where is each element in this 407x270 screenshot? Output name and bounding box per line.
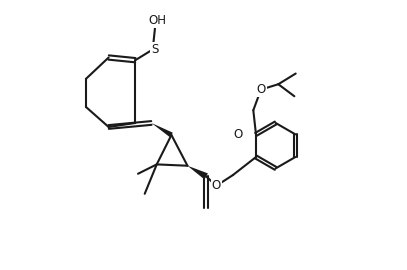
Text: O: O [212, 179, 221, 192]
Polygon shape [188, 166, 208, 180]
Text: OH: OH [149, 14, 166, 26]
Text: S: S [151, 43, 159, 56]
Text: O: O [234, 129, 243, 141]
Text: O: O [256, 83, 266, 96]
Polygon shape [151, 123, 173, 137]
